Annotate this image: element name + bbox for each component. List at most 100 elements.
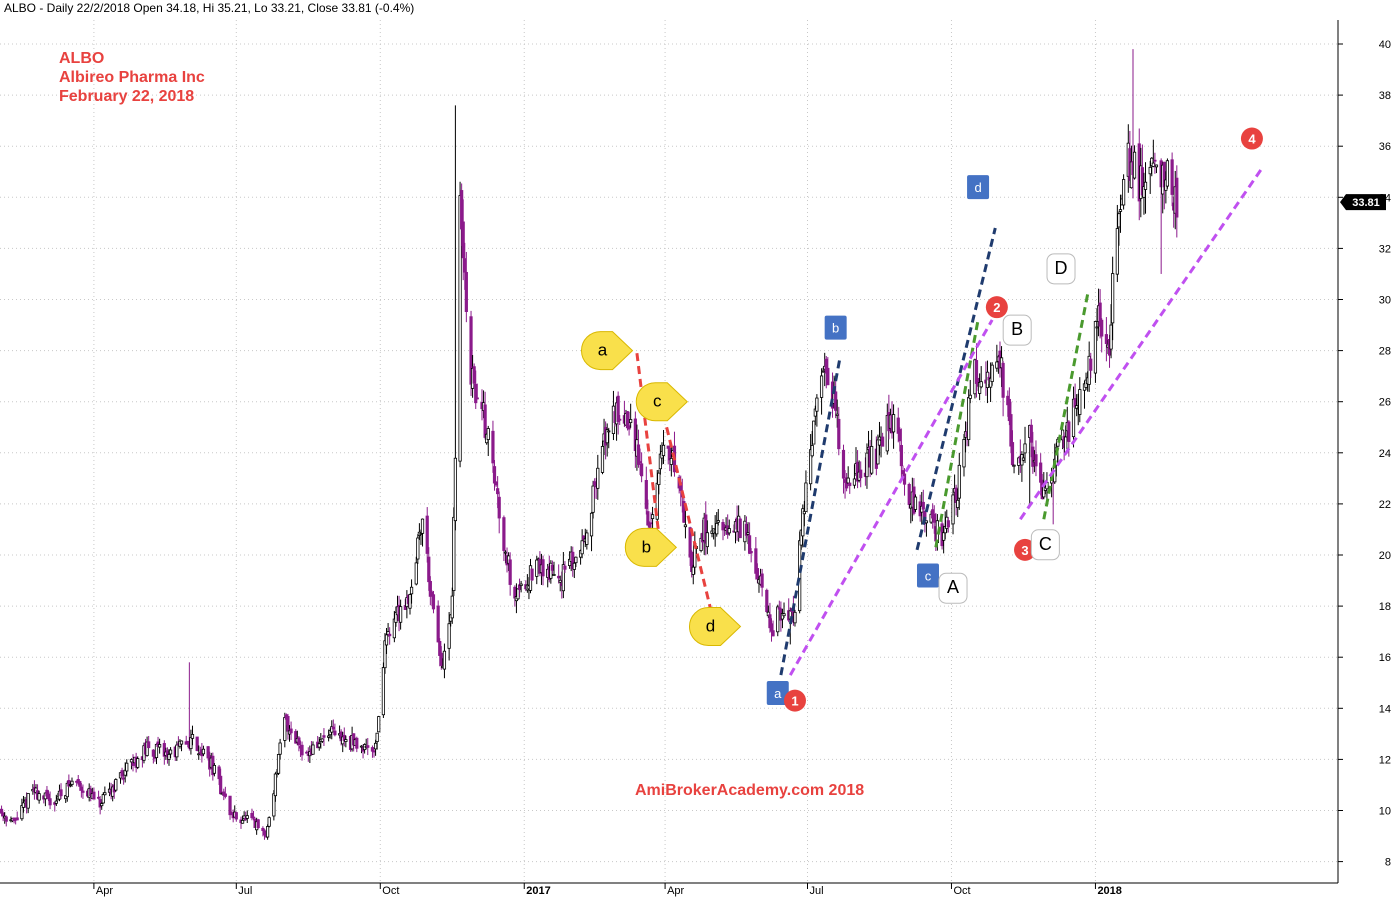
candle [809,434,813,491]
candle [589,512,594,552]
candle [223,786,227,799]
candle [804,470,808,513]
candle [136,756,140,770]
candle [541,555,545,586]
candle [1023,426,1027,464]
red-label-1: 1 [783,689,806,712]
y-tick-label: 38 [1379,90,1391,102]
candle [330,720,334,740]
candle [990,362,994,386]
candle [100,802,104,810]
candle [826,357,830,386]
yellow-label-b: b [624,527,678,567]
candle [1020,451,1024,482]
last-price-marker: 33.81 [1340,194,1386,211]
candle [574,556,578,568]
navy-trend-ab [779,355,842,676]
candle [563,561,567,573]
candle [431,590,436,614]
candle [59,783,63,800]
svg-text:d: d [706,617,715,636]
candle [1122,174,1126,210]
candle [530,568,534,581]
candle [179,740,184,752]
candle [837,406,841,456]
y-tick-label: 14 [1379,703,1391,715]
candle [508,552,512,596]
red-label-2: 2 [985,296,1008,319]
x-tick-label: Apr [96,885,113,897]
svg-text:a: a [598,341,608,360]
candle [1143,162,1148,214]
candle [721,519,725,541]
candle [561,552,565,599]
red-label-3: 3 [1014,538,1037,561]
x-tick-label: Apr [667,885,684,897]
candle [1001,360,1005,417]
y-tick-label: 28 [1379,346,1391,358]
candle [228,795,232,820]
y-axis-ticks: 810121416182022242628303234363840 [1338,39,1391,869]
candle [289,721,293,740]
candlestick-series [0,49,1179,840]
trendlines [635,168,1263,676]
candle [962,434,966,477]
candle [616,391,620,435]
candle [682,497,686,523]
candle [114,778,118,792]
violet-trend-1-2 [788,319,994,676]
y-tick-label: 36 [1379,141,1391,153]
candle [1012,464,1016,474]
candle [502,515,506,562]
candle [37,790,41,804]
candle [727,519,731,536]
candle [147,735,151,749]
svg-text:b: b [642,537,651,556]
candle [513,585,517,607]
candle [968,379,972,404]
candle [405,590,409,619]
candle [409,579,414,604]
candle [1153,152,1157,174]
candle [92,787,96,800]
candle [322,728,326,747]
svg-text:c: c [925,568,932,583]
blue-label-b: b [824,315,847,340]
candle [363,743,367,754]
candle [26,793,30,814]
candle [846,466,850,484]
candle [1089,352,1093,379]
candle [596,454,600,500]
candle [234,811,238,822]
y-tick-label: 32 [1379,243,1391,255]
x-tick-label: 2018 [1097,885,1121,897]
y-tick-label: 40 [1379,39,1391,51]
candle [891,404,896,449]
candle [782,602,786,618]
candle [486,425,490,457]
candle [20,798,24,821]
watermark: AmiBrokerAcademy.com 2018 [635,782,864,799]
svg-text:a: a [774,686,782,701]
candle [738,517,742,539]
last-price-label: 33.81 [1352,197,1380,209]
candle [1073,383,1077,408]
svg-text:b: b [832,321,839,336]
candle [278,738,282,760]
candle [494,481,498,488]
candle [297,736,301,752]
white-label-A: A [938,572,968,604]
candle [125,759,129,777]
candle [715,512,719,537]
y-tick-label: 10 [1379,806,1391,818]
candle [4,815,8,827]
svg-text:B: B [1011,319,1023,339]
candle [377,715,381,733]
candle [793,609,797,627]
candle [841,444,846,494]
svg-text:2: 2 [993,300,1000,315]
candle [21,795,26,813]
candle [640,452,644,483]
candle [881,432,885,447]
